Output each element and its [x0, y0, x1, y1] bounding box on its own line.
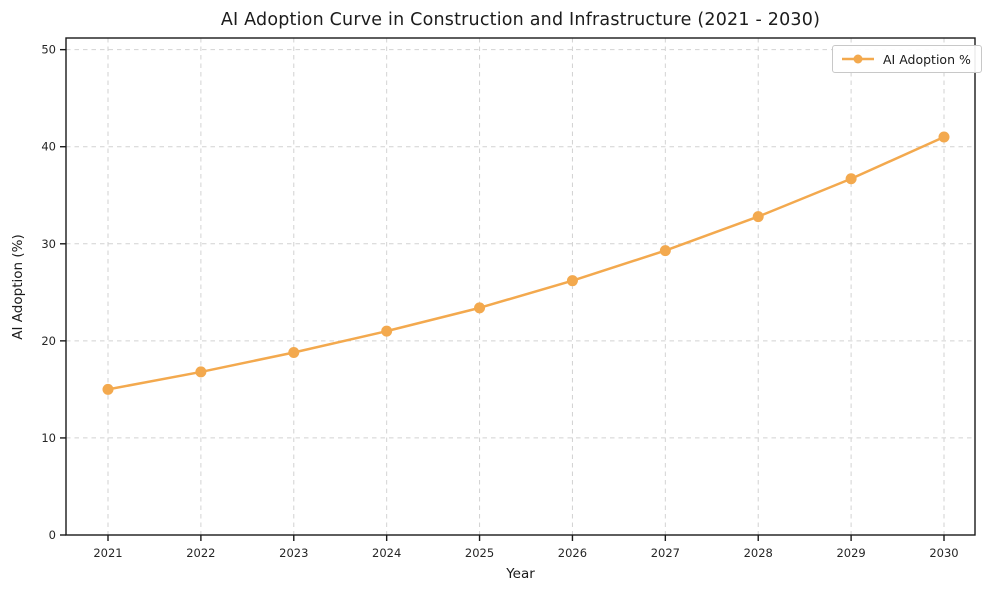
- legend-label: AI Adoption %: [883, 51, 971, 67]
- data-point-marker: [659, 245, 671, 257]
- data-point-marker: [474, 302, 486, 314]
- x-tick-label: 2022: [186, 546, 215, 560]
- data-point-marker: [288, 347, 300, 359]
- x-tick-label: 2030: [929, 546, 958, 560]
- x-tick-label: 2027: [651, 546, 680, 560]
- x-tick-label: 2024: [372, 546, 401, 560]
- y-tick-label: 20: [41, 334, 56, 348]
- data-point-marker: [938, 131, 950, 143]
- series-line: [106, 135, 946, 391]
- y-tick-label: 0: [49, 528, 56, 542]
- legend-line-marker-icon: [842, 54, 874, 64]
- y-axis-label: AI Adoption (%): [10, 234, 26, 340]
- y-tick-label: 50: [41, 43, 56, 57]
- x-tick-label: 2025: [465, 546, 494, 560]
- y-tick-label: 30: [41, 237, 56, 251]
- data-point-marker: [381, 325, 393, 337]
- y-tick-label: 40: [41, 140, 56, 154]
- y-tick-label: 10: [41, 431, 56, 445]
- x-tick-label: 2026: [558, 546, 587, 560]
- data-point-marker: [752, 211, 764, 223]
- x-tick-label: 2023: [279, 546, 308, 560]
- plot-border: [65, 37, 976, 536]
- data-point-marker: [102, 383, 114, 395]
- x-tick-label: 2021: [93, 546, 122, 560]
- x-axis-label: Year: [506, 566, 535, 582]
- x-tick-label: 2029: [836, 546, 865, 560]
- chart-title: AI Adoption Curve in Construction and In…: [220, 10, 821, 30]
- legend[interactable]: AI Adoption %: [832, 45, 982, 73]
- x-tick-label: 2028: [744, 546, 773, 560]
- data-point-marker: [195, 366, 207, 378]
- data-point-marker: [845, 173, 857, 185]
- data-point-marker: [566, 275, 578, 287]
